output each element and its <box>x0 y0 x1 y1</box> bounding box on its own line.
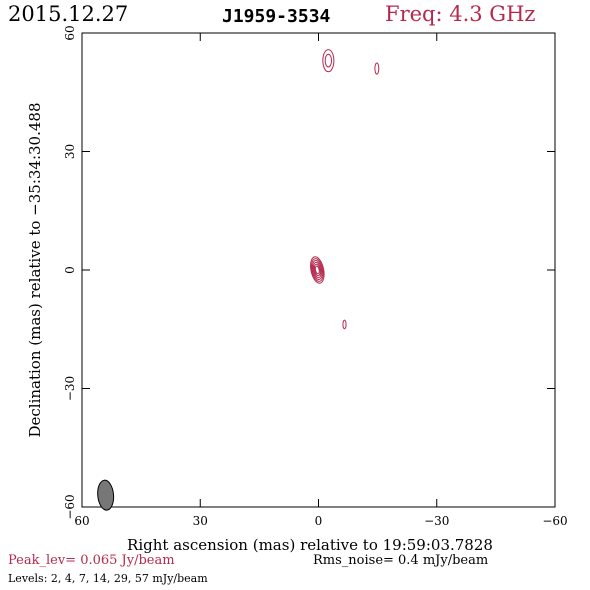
y-tick-label: 60 <box>63 25 77 40</box>
x-axis-label: Right ascension (mas) relative to 19:59:… <box>127 536 493 554</box>
plot-frame <box>81 32 556 508</box>
x-tick-label: 30 <box>193 514 208 528</box>
y-tick-label: −60 <box>63 494 77 519</box>
contour-level-0-5 <box>314 265 320 275</box>
contour-layer <box>97 49 380 511</box>
y-tick-label: 30 <box>63 144 77 159</box>
frequency-label: Freq: 4.3 GHz <box>385 2 536 26</box>
peak-level: Peak_lev= 0.065 Jy/beam <box>8 553 175 568</box>
observation-date: 2015.12.27 <box>8 2 129 26</box>
y-tick-label: −30 <box>63 376 77 401</box>
contour-level-3-0 <box>342 319 347 330</box>
y-tick-label: 0 <box>63 266 77 274</box>
contour-level-1-1 <box>324 53 333 68</box>
contour-level-2-0 <box>374 62 380 75</box>
beam-ellipse <box>97 479 115 511</box>
x-tick-label: −60 <box>542 514 567 528</box>
x-tick-label: 60 <box>74 514 89 528</box>
source-name: J1959-3534 <box>222 6 331 27</box>
contour-levels: Levels: 2, 4, 7, 14, 29, 57 mJy/beam <box>8 572 208 585</box>
contour-level-0-1 <box>311 258 324 282</box>
rms-noise: Rms_noise= 0.4 mJy/beam <box>313 553 489 568</box>
contour-level-0-3 <box>312 261 322 279</box>
y-axis-label: Declination (mas) relative to −35:34:30.… <box>26 102 44 437</box>
contour-level-0-4 <box>313 263 321 277</box>
x-tick-label: 0 <box>315 514 323 528</box>
x-tick-label: −30 <box>424 514 449 528</box>
contour-level-0-0 <box>310 256 325 284</box>
contour-level-0-2 <box>311 260 323 280</box>
contour-level-1-0 <box>322 49 335 73</box>
